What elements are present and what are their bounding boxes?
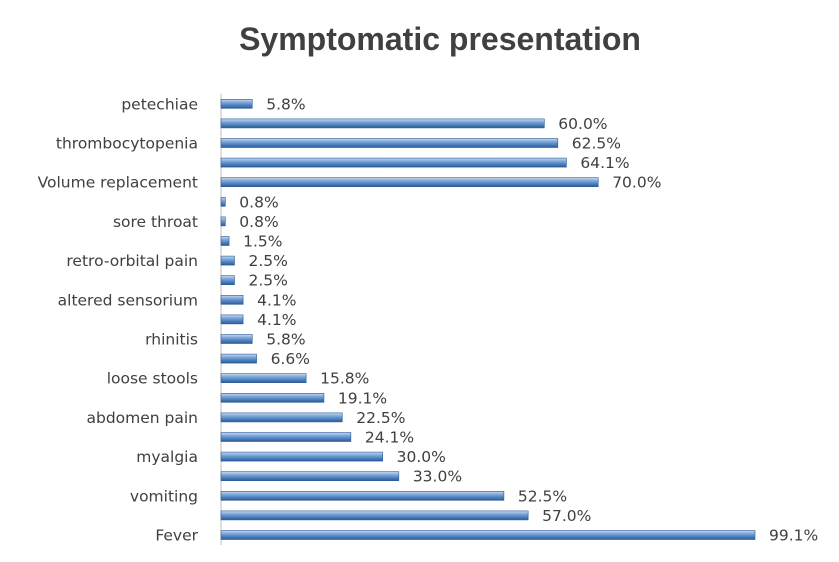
data-label: 70.0% bbox=[612, 174, 661, 192]
bar bbox=[220, 138, 559, 148]
data-label: 5.8% bbox=[266, 331, 305, 349]
bar bbox=[220, 392, 325, 403]
data-label: 2.5% bbox=[248, 272, 287, 290]
data-label: 60.0% bbox=[558, 115, 607, 133]
category-label: rhinitis bbox=[145, 331, 198, 349]
category-label: Fever bbox=[155, 527, 198, 545]
data-label: 0.8% bbox=[239, 193, 278, 211]
bar bbox=[220, 118, 545, 129]
data-label: 4.1% bbox=[257, 311, 296, 329]
data-label: 30.0% bbox=[397, 448, 446, 466]
data-label: 19.1% bbox=[338, 389, 387, 407]
bar bbox=[220, 275, 235, 286]
data-label: 62.5% bbox=[572, 135, 621, 153]
bar bbox=[220, 99, 253, 109]
category-label: loose stools bbox=[107, 370, 198, 388]
category-label: retro-orbital pain bbox=[66, 252, 198, 270]
data-label: 24.1% bbox=[365, 429, 414, 447]
category-label: altered sensorium bbox=[58, 291, 198, 309]
bar bbox=[220, 294, 244, 305]
bar bbox=[220, 530, 756, 540]
bar bbox=[220, 432, 352, 442]
chart-title: Symptomatic presentation bbox=[239, 21, 641, 57]
bar bbox=[220, 510, 529, 521]
bar bbox=[220, 255, 235, 266]
category-label: sore throat bbox=[113, 213, 198, 231]
category-label: petechiae bbox=[121, 95, 198, 113]
data-label: 0.8% bbox=[239, 213, 278, 231]
bar bbox=[220, 334, 253, 344]
bar bbox=[220, 471, 400, 482]
bar bbox=[220, 216, 226, 227]
category-label: abdomen pain bbox=[86, 409, 198, 427]
data-label: 4.1% bbox=[257, 291, 296, 309]
bar bbox=[220, 490, 505, 501]
data-label: 57.0% bbox=[542, 507, 591, 525]
bar bbox=[220, 314, 244, 325]
bar bbox=[220, 412, 343, 423]
data-label: 6.6% bbox=[271, 350, 310, 368]
bar bbox=[220, 353, 257, 364]
bar bbox=[220, 373, 307, 384]
data-label: 5.8% bbox=[266, 95, 305, 113]
data-label: 64.1% bbox=[580, 154, 629, 172]
bar bbox=[220, 177, 599, 187]
bar bbox=[220, 236, 230, 246]
data-label: 52.5% bbox=[518, 487, 567, 505]
category-label: Volume replacement bbox=[38, 174, 198, 192]
data-label: 2.5% bbox=[248, 252, 287, 270]
bar bbox=[220, 197, 226, 207]
category-label: myalgia bbox=[136, 448, 198, 466]
category-label: vomiting bbox=[130, 487, 198, 505]
bar bbox=[220, 451, 383, 462]
data-label: 33.0% bbox=[413, 468, 462, 486]
data-label: 15.8% bbox=[320, 370, 369, 388]
category-label: thrombocytopenia bbox=[56, 135, 198, 153]
data-label: 1.5% bbox=[243, 233, 282, 251]
data-label: 22.5% bbox=[356, 409, 405, 427]
bar bbox=[220, 157, 567, 168]
data-label: 99.1% bbox=[769, 527, 818, 545]
